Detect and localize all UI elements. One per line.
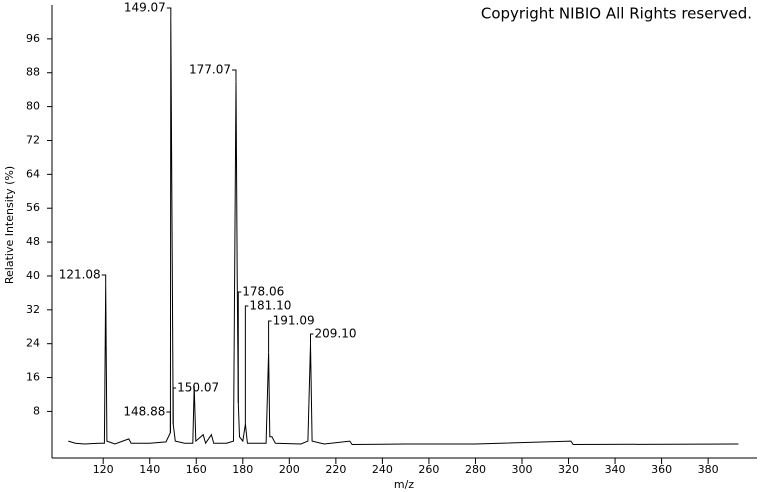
peak-label: 121.08 [59,268,101,282]
x-tick-label: 320 [558,463,579,476]
peak-label: 149.07 [124,1,166,15]
x-tick-label: 120 [93,463,114,476]
x-tick-label: 380 [698,463,719,476]
spectrum-line [68,17,739,446]
peak-label: 150.07 [177,381,219,395]
y-tick-label: 56 [26,201,40,214]
peak-leader [268,320,272,353]
peak-leader [101,274,107,285]
y-tick-label: 24 [26,337,40,350]
y-tick-label: 64 [26,167,40,180]
y-tick-label: 72 [26,133,40,146]
y-tick-label: 80 [26,100,40,113]
y-tick-label: 32 [26,303,40,316]
x-tick-label: 280 [465,463,486,476]
y-tick-label: 8 [33,404,40,417]
peak-leader [166,411,171,433]
y-tick-label: 40 [26,269,40,282]
y-tick-label: 16 [26,371,40,384]
peak-label: 209.10 [315,327,357,341]
x-tick-label: 140 [139,463,160,476]
peak-leader [231,69,237,82]
peak-leader [244,305,249,425]
x-tick-label: 160 [186,463,207,476]
x-tick-label: 360 [651,463,672,476]
y-tick-label: 48 [26,235,40,248]
x-tick-label: 200 [279,463,300,476]
y-axis-label: Relative Intensity (%) [3,166,16,284]
peak-label: 178.06 [242,285,284,299]
x-tick-label: 180 [232,463,253,476]
peak-label: 191.09 [273,314,315,328]
y-tick-label: 96 [26,32,40,45]
peak-leader [166,7,172,18]
peak-label: 177.07 [189,63,231,77]
x-tick-label: 240 [372,463,393,476]
x-tick-label: 260 [418,463,439,476]
peak-leader [237,291,242,403]
peak-leader [310,333,314,344]
x-tick-label: 220 [325,463,346,476]
x-tick-label: 340 [605,463,626,476]
copyright: Copyright NIBIO All Rights reserved. [481,5,752,23]
y-tick-label: 88 [26,66,40,79]
peak-label: 181.10 [249,299,291,313]
x-axis-label: m/z [394,478,414,491]
x-tick-label: 300 [512,463,533,476]
peak-label: 148.88 [123,405,165,419]
peak-leader [172,387,177,425]
